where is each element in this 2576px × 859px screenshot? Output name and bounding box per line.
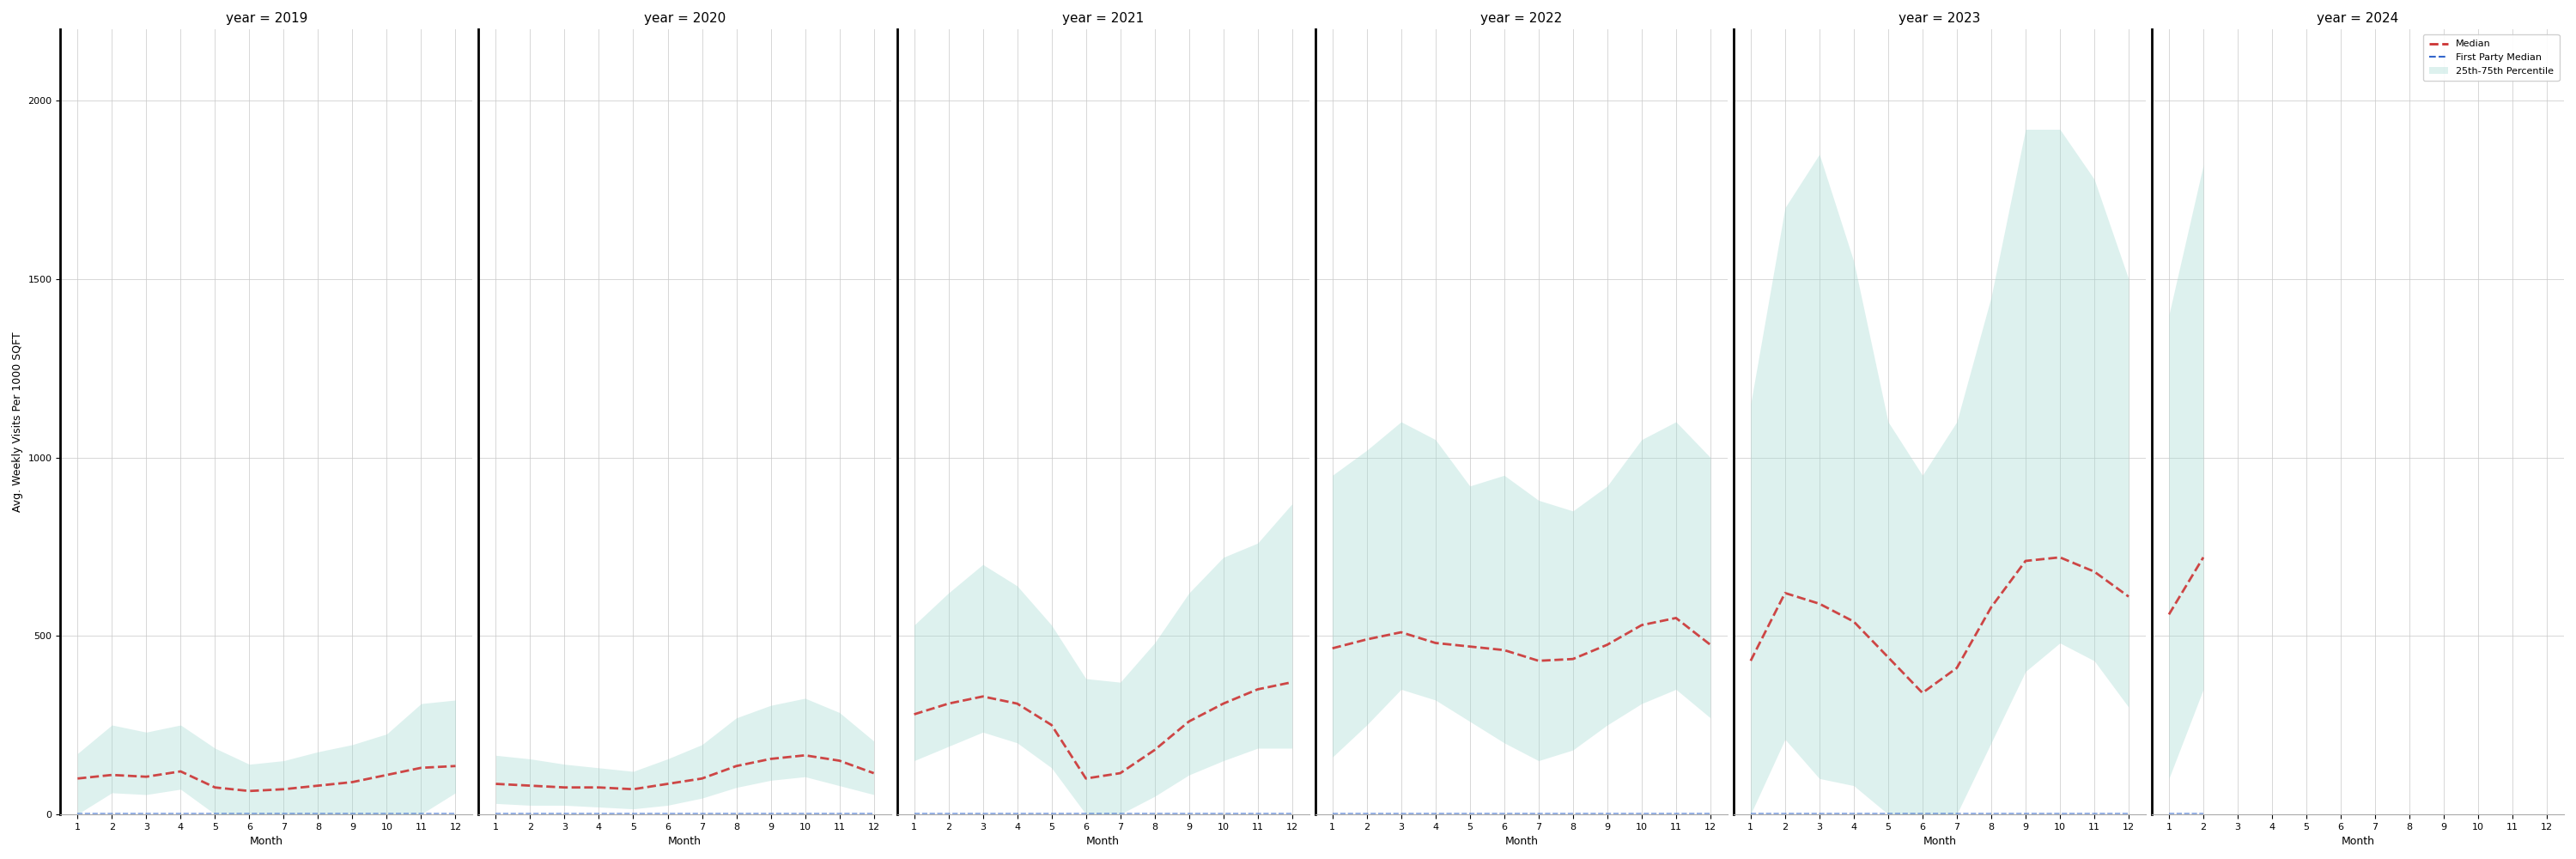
X-axis label: Month: Month [1504,836,1538,847]
Title: year = 2019: year = 2019 [227,12,307,25]
Legend: Median, First Party Median, 25th-75th Percentile: Median, First Party Median, 25th-75th Pe… [2424,34,2561,81]
X-axis label: Month: Month [250,836,283,847]
X-axis label: Month: Month [1922,836,1955,847]
Title: year = 2022: year = 2022 [1481,12,1561,25]
Title: year = 2024: year = 2024 [2316,12,2398,25]
X-axis label: Month: Month [667,836,701,847]
Y-axis label: Avg. Weekly Visits Per 1000 SQFT: Avg. Weekly Visits Per 1000 SQFT [13,332,23,512]
Title: year = 2021: year = 2021 [1061,12,1144,25]
Title: year = 2023: year = 2023 [1899,12,1981,25]
Title: year = 2020: year = 2020 [644,12,726,25]
X-axis label: Month: Month [2342,836,2375,847]
X-axis label: Month: Month [1087,836,1121,847]
